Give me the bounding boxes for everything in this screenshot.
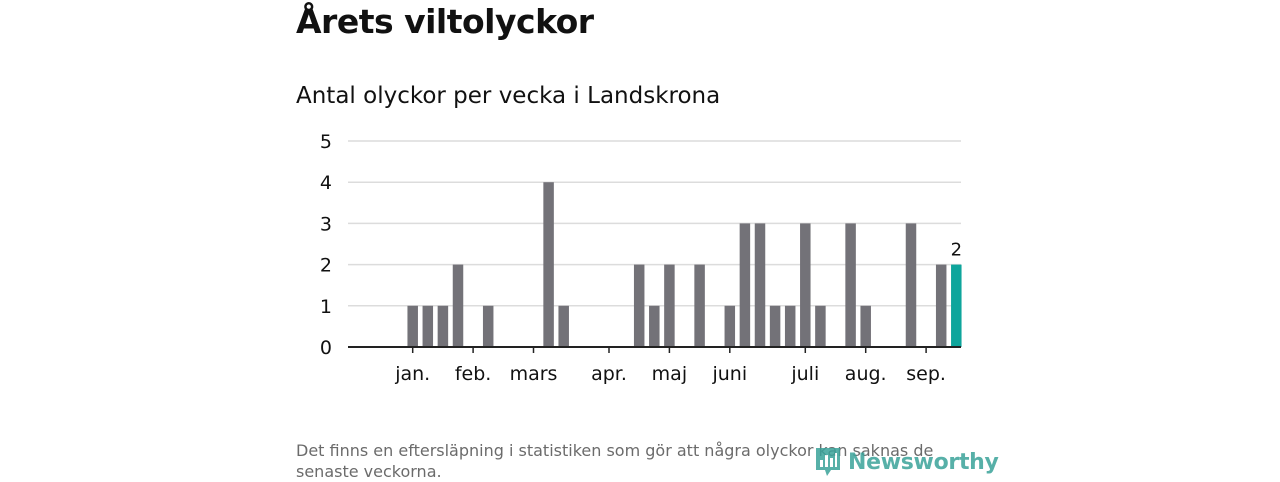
bar-highlight[interactable] [951, 264, 962, 347]
bar[interactable] [860, 305, 871, 347]
x-month-label: juli [790, 363, 819, 385]
axis-labels: 0 1 2 3 4 5 2 jan. feb. mars apr. maj juni juli aug. se… [320, 131, 962, 385]
x-month-label: maj [652, 363, 687, 385]
newsworthy-logo[interactable]: Newsworthy [814, 446, 999, 478]
y-tick-label: 4 [320, 172, 332, 194]
x-month-label: sep. [906, 363, 946, 385]
bar[interactable] [815, 305, 826, 347]
x-month-label: apr. [591, 363, 627, 385]
page-title: Årets viltolyckor [296, 2, 594, 41]
bar[interactable] [694, 264, 705, 347]
bar[interactable] [437, 305, 449, 347]
axes [348, 346, 961, 353]
y-tick-label: 0 [320, 337, 332, 359]
y-tick-label: 2 [320, 255, 332, 277]
y-tick-label: 3 [320, 213, 332, 235]
logo-chart-icon [816, 448, 840, 476]
bar[interactable] [407, 305, 418, 347]
footnote: Det finns en eftersläpning i statistiken… [296, 441, 934, 481]
x-month-label: jan. [394, 363, 430, 385]
x-month-label: mars [510, 363, 558, 385]
bar[interactable] [845, 223, 856, 347]
bar[interactable] [905, 223, 917, 347]
bar[interactable] [633, 264, 645, 347]
bar[interactable] [769, 305, 781, 347]
bar[interactable] [482, 305, 494, 347]
y-tick-label: 5 [320, 131, 332, 153]
bar[interactable] [558, 305, 569, 347]
bars [407, 182, 962, 347]
chart-subtitle: Antal olyckor per vecka i Landskrona [296, 83, 721, 109]
bar[interactable] [664, 264, 675, 347]
bar[interactable] [754, 223, 766, 347]
bar[interactable] [784, 305, 796, 347]
logo-text: Newsworthy [848, 449, 999, 475]
bar[interactable] [739, 223, 751, 347]
x-month-label: aug. [845, 363, 887, 385]
bar[interactable] [422, 305, 434, 347]
bar[interactable] [935, 264, 947, 347]
y-tick-label: 1 [320, 296, 332, 318]
highlight-data-label: 2 [951, 240, 962, 261]
bar[interactable] [452, 264, 464, 347]
grid-lines [348, 140, 961, 307]
bar[interactable] [800, 223, 811, 347]
bar[interactable] [543, 182, 554, 347]
x-month-label: feb. [455, 363, 491, 385]
bar[interactable] [649, 305, 660, 347]
bar[interactable] [724, 305, 736, 347]
x-month-label: juni [711, 363, 747, 385]
